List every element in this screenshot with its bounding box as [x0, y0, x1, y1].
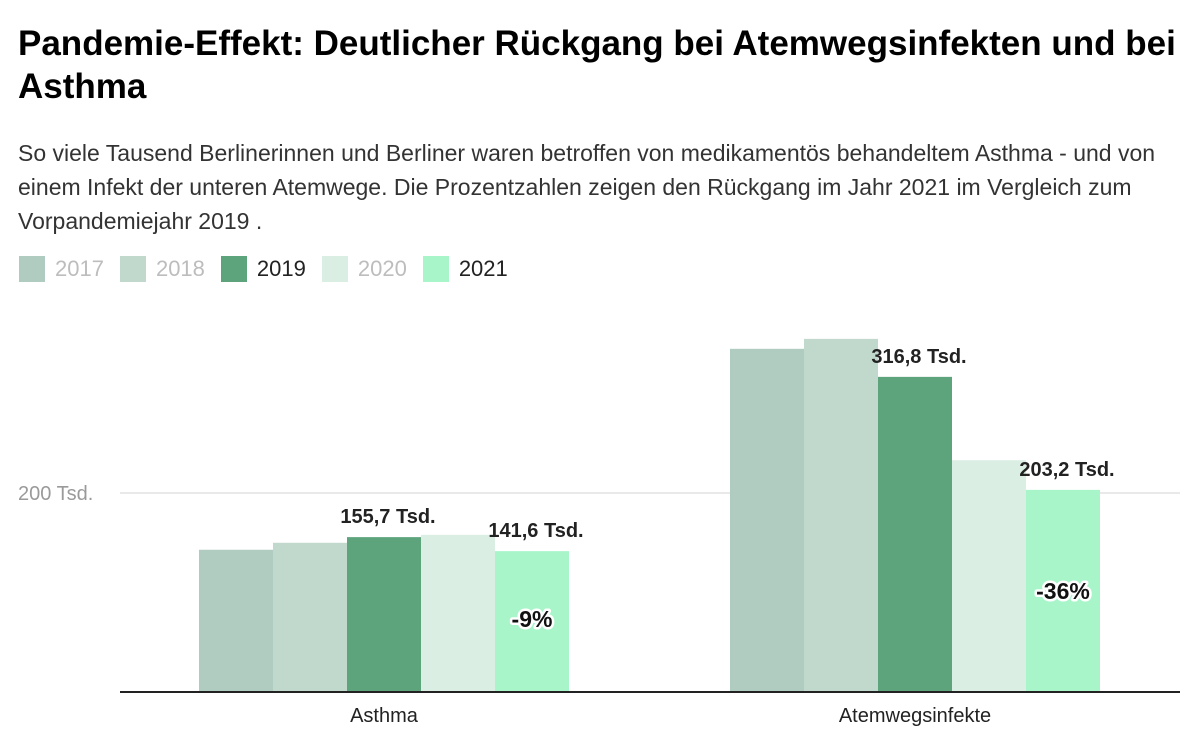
- bar-asthma-2019: [347, 537, 421, 692]
- legend-swatch: [19, 256, 45, 282]
- bar-asthma-2021: [495, 551, 569, 692]
- legend-label: 2018: [155, 256, 205, 281]
- data-label: 316,8 Tsd.: [871, 346, 966, 368]
- legend-label: 2021: [458, 256, 508, 281]
- legend: 2017 2018 2019 2020 2021: [19, 255, 524, 283]
- legend-item-2021[interactable]: 2021: [422, 256, 508, 282]
- y-tick-label: 200 Tsd.: [18, 483, 93, 505]
- legend-item-2020[interactable]: 2020: [321, 256, 407, 282]
- legend-item-2019[interactable]: 2019: [220, 256, 306, 282]
- bar-asthma-2017: [199, 549, 273, 692]
- bar-asthma-2020: [421, 534, 495, 692]
- data-label: 155,7 Tsd.: [340, 506, 435, 528]
- category-label-asthma: Asthma: [350, 705, 419, 727]
- chart-subtitle: So viele Tausend Berlinerinnen und Berli…: [18, 140, 1156, 234]
- legend-swatch: [220, 256, 247, 282]
- bar-atemwegsinfekte-2018: [804, 338, 878, 692]
- legend-label: 2019: [256, 256, 306, 281]
- percent-change-label: -36%: [1036, 578, 1090, 604]
- legend-swatch: [321, 256, 348, 282]
- legend-label: 2017: [55, 256, 104, 281]
- bar-asthma-2018: [273, 542, 347, 692]
- data-label: 141,6 Tsd.: [488, 520, 583, 542]
- legend-label: 2020: [357, 256, 407, 281]
- bar-atemwegsinfekte-2017: [730, 348, 804, 692]
- legend-swatch: [422, 256, 449, 282]
- bar-atemwegsinfekte-2021: [1026, 489, 1100, 692]
- category-label-atemwegsinfekte: Atemwegsinfekte: [839, 705, 991, 727]
- chart-title: Pandemie-Effekt: Deutlicher Rückgang bei…: [18, 24, 1176, 106]
- legend-item-2017[interactable]: 2017: [19, 256, 104, 282]
- percent-change-label: -9%: [512, 606, 553, 632]
- legend-item-2018[interactable]: 2018: [119, 256, 205, 282]
- bar-atemwegsinfekte-2020: [952, 460, 1026, 692]
- legend-swatch: [119, 256, 146, 282]
- bar-atemwegsinfekte-2019: [878, 376, 952, 692]
- data-label: 203,2 Tsd.: [1019, 459, 1114, 481]
